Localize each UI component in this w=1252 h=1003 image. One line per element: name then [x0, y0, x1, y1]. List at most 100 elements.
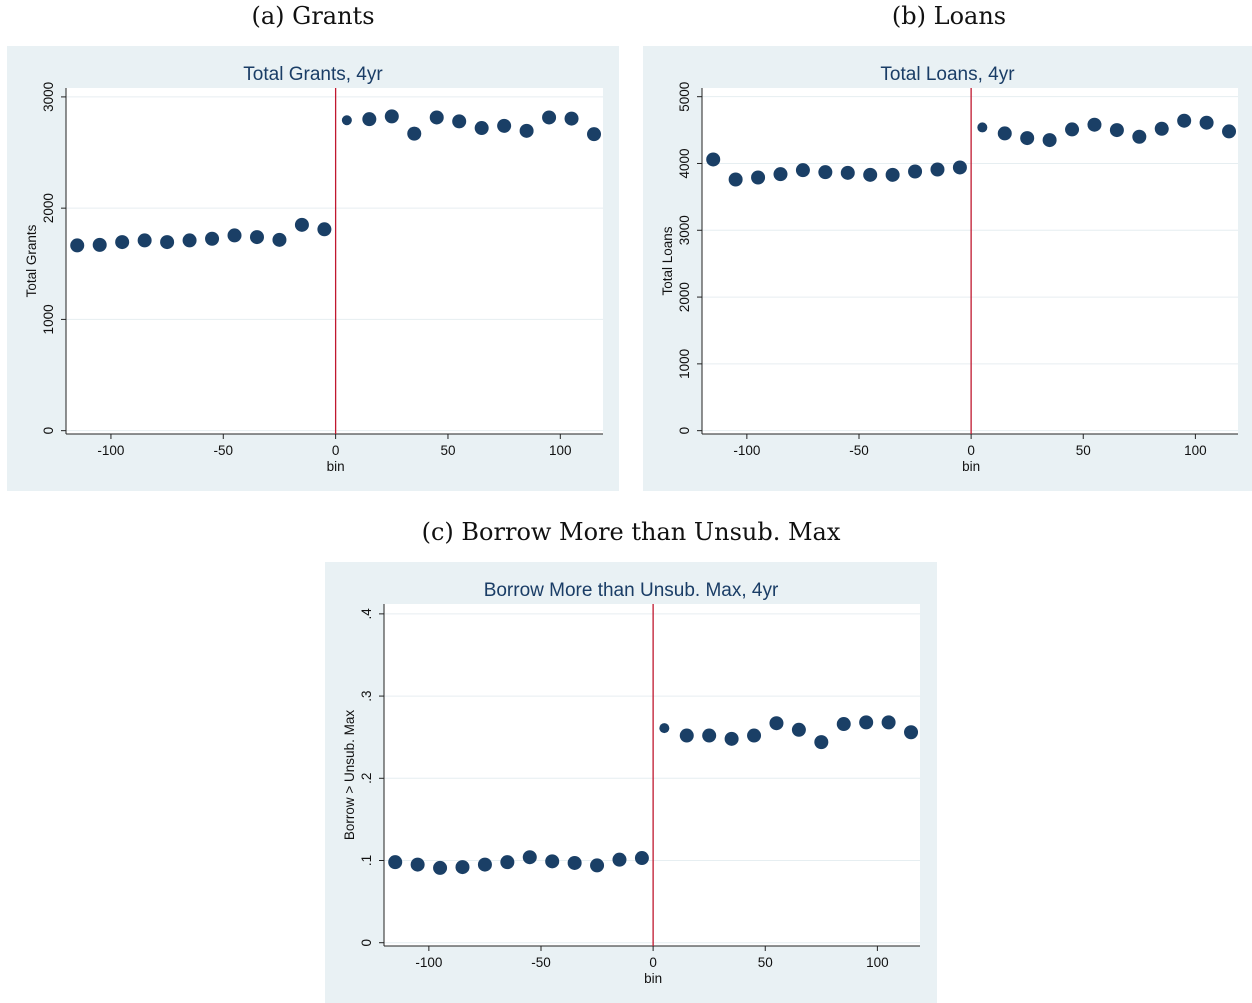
borrow-data-point	[410, 857, 425, 872]
grants-x-tick-label: -100	[97, 443, 124, 458]
borrow-y-tick-label: .2	[359, 773, 374, 784]
borrow-data-point	[545, 854, 560, 869]
grants-y-tick-label: 0	[41, 427, 56, 435]
loans-data-point	[977, 122, 988, 133]
grants-data-point	[452, 114, 467, 129]
grants-data-point	[115, 235, 130, 250]
grants-y-tick-label: 3000	[41, 82, 56, 112]
grants-data-point	[294, 217, 309, 232]
loans-data-point	[728, 172, 743, 187]
borrow-data-point	[522, 850, 537, 865]
loans-x-tick-label: 50	[1076, 443, 1091, 458]
borrow-chart: Borrow More than Unsub. Max, 4yr 0 .1 .2 .3.…	[342, 580, 920, 986]
borrow-x-tick-label: 100	[866, 955, 889, 970]
loans-data-point	[1109, 123, 1124, 138]
grants-x-axis-label: bin	[327, 459, 345, 474]
grants-data-point	[497, 118, 512, 133]
caption-borrow: (c) Borrow More than Unsub. Max	[421, 518, 841, 546]
loans-data-point	[1020, 131, 1035, 146]
borrow-chart-title: Borrow More than Unsub. Max, 4yr	[484, 580, 779, 601]
loans-data-point	[885, 167, 900, 182]
borrow-data-point	[791, 722, 806, 737]
grants-data-point	[542, 110, 557, 125]
borrow-data-point	[724, 731, 739, 746]
loans-y-tick-label: 3000	[677, 215, 692, 245]
borrow-data-point	[702, 728, 717, 743]
loans-plot-area	[702, 88, 1238, 434]
loans-data-point	[1177, 113, 1192, 128]
loans-data-point	[1042, 133, 1057, 148]
loans-data-point	[997, 126, 1012, 141]
borrow-x-tick-label: -50	[531, 955, 551, 970]
loans-data-point	[863, 167, 878, 182]
grants-chart-title: Total Grants, 4yr	[243, 64, 383, 85]
grants-data-point	[137, 233, 152, 248]
grants-y-tick-label: 1000	[41, 304, 56, 334]
caption-grants: (a) Grants	[251, 2, 375, 30]
borrow-data-point	[634, 851, 649, 866]
borrow-data-point	[659, 723, 670, 734]
grants-y-tick-label: 2000	[41, 193, 56, 223]
loans-data-point	[751, 170, 766, 185]
grants-data-point	[92, 237, 107, 252]
grants-data-point	[317, 222, 332, 237]
loans-x-tick-label: 100	[1184, 443, 1207, 458]
borrow-data-point	[769, 716, 784, 731]
grants-data-point	[182, 233, 197, 248]
borrow-data-point	[836, 717, 851, 732]
loans-x-axis-label: bin	[962, 459, 980, 474]
loans-x-tick-label: -50	[849, 443, 869, 458]
borrow-y-tick-label: .3	[359, 690, 374, 701]
borrow-data-point	[433, 860, 448, 875]
borrow-y-tick-label: 0	[359, 939, 374, 947]
borrow-y-tick-label: .1	[359, 855, 374, 866]
loans-data-point	[930, 162, 945, 177]
loans-y-tick-label: 5000	[677, 82, 692, 112]
loans-y-tick-label: 1000	[677, 349, 692, 379]
grants-chart: Total Grants, 4yr 0 1000 2000 3000 -100 -50 0 50…	[24, 64, 603, 474]
grants-x-tick-label: 0	[332, 443, 340, 458]
borrow-data-point	[679, 728, 694, 743]
loans-chart: Total Loans, 4yr010002000300040005000-10…	[660, 64, 1238, 474]
borrow-y-axis-label: Borrow > Unsub. Max	[342, 710, 357, 840]
loans-y-tick-label: 2000	[677, 282, 692, 312]
borrow-data-point	[590, 858, 605, 873]
grants-plot-area	[66, 88, 603, 434]
grants-data-point	[341, 115, 352, 126]
loans-x-tick-label: -100	[733, 443, 760, 458]
loans-data-point	[706, 152, 721, 167]
grants-x-tick-label: -50	[214, 443, 234, 458]
loans-data-point	[1087, 117, 1102, 132]
loans-data-point	[1154, 121, 1169, 136]
loans-data-point	[840, 165, 855, 180]
borrow-plot-area	[384, 604, 920, 946]
grants-y-axis-label: Total Grants	[24, 224, 39, 297]
loans-data-point	[952, 160, 967, 175]
grants-data-point	[205, 231, 220, 246]
borrow-x-tick-label: -100	[415, 955, 442, 970]
grants-x-tick-label: 50	[440, 443, 455, 458]
loans-data-point	[1132, 129, 1147, 144]
grants-x-tick-label: 100	[549, 443, 572, 458]
borrow-x-axis-label: bin	[644, 971, 662, 986]
borrow-data-point	[881, 715, 896, 730]
borrow-chart-panel: Borrow More than Unsub. Max, 4yr 0 .1 .2 .3.…	[325, 562, 937, 1003]
borrow-data-point	[500, 855, 515, 870]
grants-data-point	[272, 232, 287, 247]
grants-chart-panel: Total Grants, 4yr 0 1000 2000 3000 -100 -50 0 50…	[7, 46, 619, 491]
grants-data-point	[429, 110, 444, 125]
caption-loans: (b) Loans	[891, 2, 1007, 30]
borrow-data-point	[477, 857, 492, 872]
grants-data-point	[249, 230, 264, 245]
grants-data-point	[362, 112, 377, 127]
borrow-data-point	[904, 725, 919, 740]
grants-data-point	[407, 126, 422, 141]
loans-data-point	[795, 163, 810, 178]
borrow-data-point	[612, 852, 627, 867]
borrow-y-tick-label: .4	[359, 608, 374, 620]
borrow-data-point	[859, 715, 874, 730]
borrow-data-point	[814, 735, 829, 750]
loans-data-point	[908, 164, 923, 179]
loans-y-tick-label: 0	[677, 427, 692, 435]
grants-data-point	[474, 121, 489, 136]
